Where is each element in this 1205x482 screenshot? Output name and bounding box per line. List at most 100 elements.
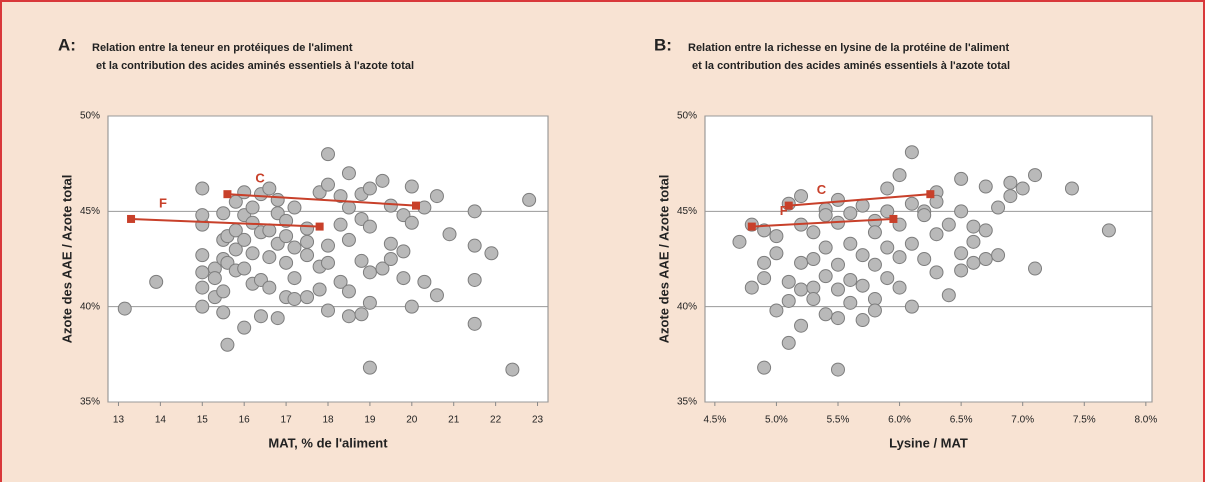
- data-point: [300, 234, 315, 249]
- trend-endpoint: [926, 190, 935, 199]
- data-point: [843, 295, 858, 310]
- trend-endpoint: [747, 222, 756, 231]
- data-point: [757, 255, 772, 270]
- data-point: [287, 240, 302, 255]
- data-point: [769, 229, 784, 244]
- trend-line: [227, 193, 417, 207]
- data-point: [929, 194, 944, 209]
- data-point: [429, 189, 444, 204]
- x-tick-label: 8.0%: [1134, 415, 1157, 426]
- data-point: [312, 282, 327, 297]
- x-axis-title: Lysine / MAT: [889, 435, 968, 450]
- data-point: [904, 299, 919, 314]
- data-point: [744, 280, 759, 295]
- data-point: [843, 206, 858, 221]
- x-tick-label: 5.0%: [765, 415, 788, 426]
- x-tick-label: 6.0%: [888, 415, 911, 426]
- data-point: [954, 171, 969, 186]
- y-tick-label: 35%: [80, 397, 100, 408]
- data-point: [769, 303, 784, 318]
- data-point: [880, 271, 895, 286]
- data-point: [442, 227, 457, 242]
- data-point: [262, 280, 277, 295]
- data-point: [855, 278, 870, 293]
- data-point: [321, 147, 335, 162]
- trend-line: [788, 193, 931, 207]
- data-point: [220, 337, 235, 352]
- data-point: [794, 318, 809, 333]
- x-tick-label: 20: [406, 415, 418, 426]
- data-point: [867, 257, 882, 272]
- x-tick-label: 4.5%: [703, 415, 726, 426]
- data-point: [904, 196, 919, 211]
- data-point: [245, 200, 260, 215]
- trend-label: F: [159, 195, 167, 210]
- chart-title: Relation entre la richesse en lysine de …: [688, 42, 1009, 54]
- data-point: [404, 179, 419, 194]
- data-point: [300, 248, 315, 263]
- data-point: [404, 299, 419, 314]
- y-tick-label: 40%: [677, 301, 697, 312]
- data-point: [321, 255, 335, 270]
- data-point: [954, 263, 969, 278]
- data-point: [467, 316, 482, 331]
- data-point: [333, 274, 348, 289]
- data-point: [341, 284, 356, 299]
- x-tick-label: 14: [155, 415, 167, 426]
- data-point: [270, 192, 285, 207]
- data-point: [195, 265, 210, 280]
- data-point: [954, 246, 969, 261]
- data-point: [954, 204, 969, 219]
- data-point: [375, 261, 390, 276]
- data-point: [806, 225, 821, 240]
- data-point: [855, 248, 870, 263]
- data-point: [867, 225, 882, 240]
- data-point: [237, 185, 252, 200]
- data-point: [522, 192, 537, 207]
- panel-label: B:: [654, 35, 672, 54]
- trend-line: [131, 217, 320, 228]
- data-point: [830, 311, 845, 326]
- data-point: [830, 362, 845, 377]
- data-point: [1028, 168, 1043, 183]
- data-point: [467, 272, 482, 287]
- data-point: [341, 232, 356, 247]
- data-point: [917, 208, 932, 223]
- data-point: [818, 240, 833, 255]
- data-point: [300, 290, 315, 305]
- data-point: [892, 168, 907, 183]
- data-point: [417, 274, 432, 289]
- data-point: [216, 284, 231, 299]
- data-point: [769, 246, 784, 261]
- trend-endpoint: [412, 201, 420, 210]
- y-axis-title: Azote des AAE / Azote total: [656, 175, 671, 344]
- data-point: [237, 320, 252, 335]
- data-point: [216, 305, 231, 320]
- data-point: [383, 236, 398, 251]
- data-point: [362, 360, 377, 375]
- data-point: [830, 282, 845, 297]
- data-point: [880, 240, 895, 255]
- x-tick-label: 7.5%: [1073, 415, 1096, 426]
- data-point: [904, 236, 919, 251]
- data-point: [279, 229, 294, 244]
- data-point: [794, 282, 809, 297]
- data-point: [904, 145, 919, 160]
- data-point: [195, 280, 210, 295]
- data-point: [880, 181, 895, 196]
- x-tick-label: 21: [448, 415, 460, 426]
- x-tick-label: 16: [239, 415, 251, 426]
- data-point: [321, 177, 335, 192]
- data-point: [207, 271, 222, 286]
- data-point: [383, 252, 398, 266]
- data-point: [880, 204, 895, 219]
- data-point: [195, 299, 210, 314]
- data-point: [362, 265, 377, 280]
- data-point: [1003, 175, 1018, 190]
- data-point: [794, 255, 809, 270]
- data-point: [505, 362, 520, 377]
- y-tick-label: 50%: [80, 111, 100, 122]
- data-point: [237, 261, 252, 276]
